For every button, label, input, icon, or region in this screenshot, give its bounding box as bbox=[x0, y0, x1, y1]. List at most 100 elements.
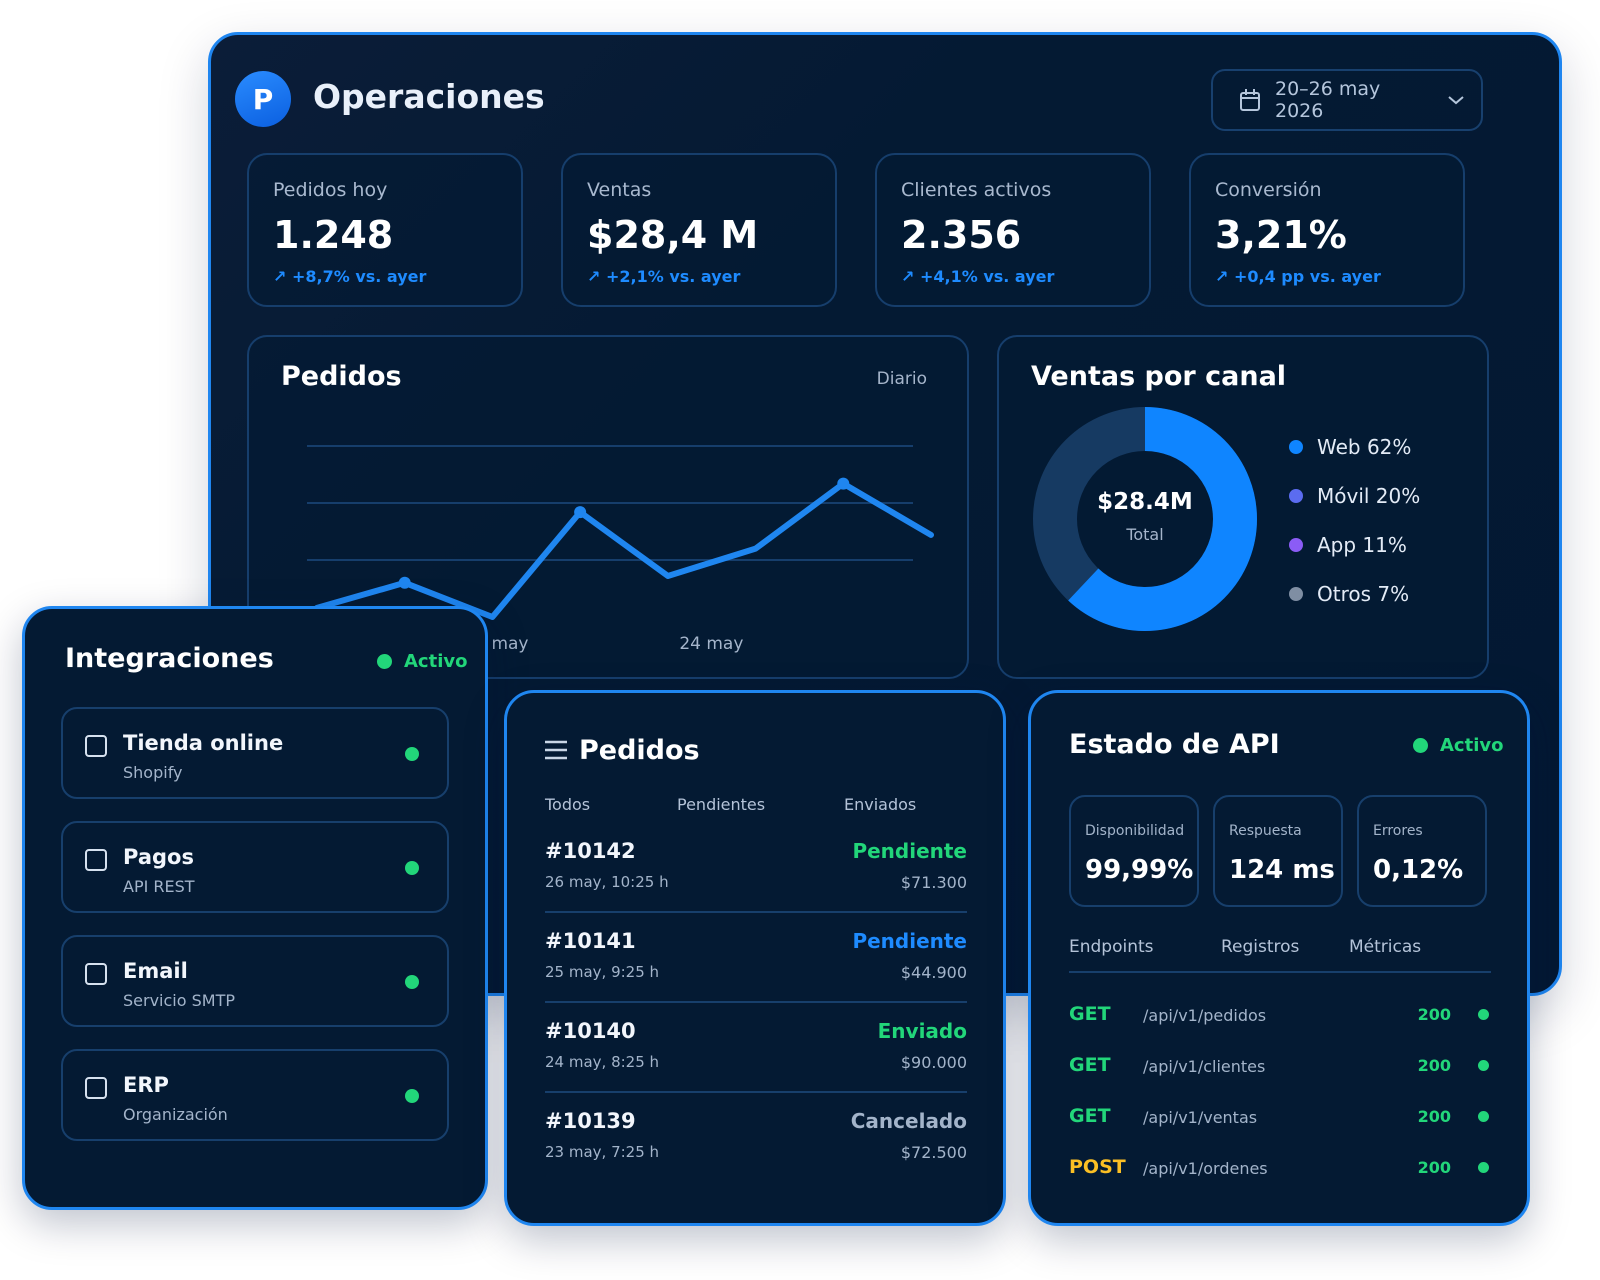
integration-item-email[interactable]: Email Servicio SMTP bbox=[61, 935, 449, 1027]
order-status: Pendiente bbox=[852, 929, 967, 953]
status-dot bbox=[405, 861, 419, 875]
donut-center-label: Total bbox=[1126, 525, 1164, 544]
api-kpi-value: 0,12% bbox=[1373, 855, 1464, 885]
status-dot bbox=[1478, 1009, 1489, 1020]
api-kpi-label: Disponibilidad bbox=[1085, 823, 1185, 839]
integration-checkbox[interactable] bbox=[85, 735, 107, 757]
status-label: Activo bbox=[404, 651, 468, 672]
kpi-card-conversion[interactable]: Conversión 3,21% ↗ +0,4 pp vs. ayer bbox=[1189, 153, 1465, 307]
http-method: GET bbox=[1069, 1054, 1111, 1076]
kpi-card-orders[interactable]: Pedidos hoy 1.248 ↗ +8,7% vs. ayer bbox=[247, 153, 523, 307]
api-kpi-response: Respuesta 124 ms bbox=[1213, 795, 1343, 907]
legend-dot bbox=[1289, 587, 1303, 601]
tab-metrics[interactable]: Métricas bbox=[1349, 937, 1422, 957]
tab-all[interactable]: Todos bbox=[545, 795, 591, 814]
series-line bbox=[314, 480, 934, 620]
kpi-delta: ↗ +4,1% vs. ayer bbox=[901, 267, 1055, 286]
kpi-label: Conversión bbox=[1215, 179, 1322, 201]
order-row[interactable]: #10141 25 may, 9:25 h Pendiente $44.900 bbox=[545, 929, 967, 1019]
legend-label: Web 62% bbox=[1317, 435, 1412, 459]
kpi-value: 1.248 bbox=[273, 213, 394, 257]
order-id: #10139 bbox=[545, 1109, 636, 1133]
order-date: 25 may, 9:25 h bbox=[545, 963, 660, 981]
chart-period-selector[interactable]: Diario bbox=[876, 369, 927, 389]
status-dot bbox=[405, 1089, 419, 1103]
tab-shipped[interactable]: Enviados bbox=[844, 795, 917, 814]
tab-logs[interactable]: Registros bbox=[1221, 937, 1300, 957]
status-code: 200 bbox=[1417, 1158, 1451, 1177]
calendar-icon bbox=[1240, 89, 1260, 111]
http-method: GET bbox=[1069, 1003, 1111, 1025]
legend-dot bbox=[1289, 538, 1303, 552]
endpoint-path: /api/v1/ordenes bbox=[1143, 1159, 1268, 1178]
data-point[interactable] bbox=[837, 477, 850, 490]
kpi-label: Pedidos hoy bbox=[273, 179, 388, 201]
x-tick-label: 24 may bbox=[679, 634, 743, 654]
divider bbox=[1069, 971, 1491, 973]
order-row[interactable]: #10142 26 may, 10:25 h Pendiente $71.300 bbox=[545, 839, 967, 929]
integration-checkbox[interactable] bbox=[85, 1077, 107, 1099]
donut-center-value: $28.4M bbox=[1097, 489, 1193, 515]
kpi-value: 3,21% bbox=[1215, 213, 1347, 257]
kpi-card-active-clients[interactable]: Clientes activos 2.356 ↗ +4,1% vs. ayer bbox=[875, 153, 1151, 307]
integration-provider: API REST bbox=[123, 877, 195, 896]
order-status: Pendiente bbox=[852, 839, 967, 863]
status-code: 200 bbox=[1417, 1107, 1451, 1126]
integration-checkbox[interactable] bbox=[85, 963, 107, 985]
order-row[interactable]: #10140 24 may, 8:25 h Enviado $90.000 bbox=[545, 1019, 967, 1109]
api-status-badge: Activo bbox=[1413, 735, 1503, 756]
divider bbox=[545, 911, 967, 913]
orders-list-title: Pedidos bbox=[579, 735, 700, 766]
status-code: 200 bbox=[1417, 1056, 1451, 1075]
status-dot bbox=[1478, 1162, 1489, 1173]
kpi-delta: ↗ +0,4 pp vs. ayer bbox=[1215, 267, 1381, 286]
integration-item-erp[interactable]: ERP Organización bbox=[61, 1049, 449, 1141]
integration-item-payments[interactable]: Pagos API REST bbox=[61, 821, 449, 913]
integration-provider: Organización bbox=[123, 1105, 228, 1124]
order-row[interactable]: #10139 23 may, 7:25 h Cancelado $72.500 bbox=[545, 1109, 967, 1199]
status-dot bbox=[1413, 738, 1428, 753]
tab-endpoints[interactable]: Endpoints bbox=[1069, 937, 1154, 957]
integration-item-store[interactable]: Tienda online Shopify bbox=[61, 707, 449, 799]
kpi-card-sales[interactable]: Ventas $28,4 M ↗ +2,1% vs. ayer bbox=[561, 153, 837, 307]
endpoint-row[interactable]: GET /api/v1/pedidos 200 bbox=[1069, 1003, 1489, 1033]
legend-dot bbox=[1289, 489, 1303, 503]
http-method: GET bbox=[1069, 1105, 1111, 1127]
endpoint-row[interactable]: POST /api/v1/ordenes 200 bbox=[1069, 1156, 1489, 1186]
divider bbox=[545, 1001, 967, 1003]
kpi-label: Ventas bbox=[587, 179, 652, 201]
integration-provider: Servicio SMTP bbox=[123, 991, 235, 1010]
integration-name: Email bbox=[123, 959, 188, 983]
date-range-picker[interactable]: 20–26 may 2026 bbox=[1211, 69, 1483, 131]
app-logo[interactable]: P bbox=[235, 71, 291, 127]
order-id: #10141 bbox=[545, 929, 636, 953]
endpoint-row[interactable]: GET /api/v1/clientes 200 bbox=[1069, 1054, 1489, 1084]
chevron-down-icon bbox=[1448, 96, 1464, 105]
legend-dot bbox=[1289, 440, 1303, 454]
data-point[interactable] bbox=[398, 576, 411, 589]
legend-label: Otros 7% bbox=[1317, 582, 1410, 606]
integration-name: ERP bbox=[123, 1073, 169, 1097]
kpi-value: $28,4 M bbox=[587, 213, 759, 257]
legend-label: Móvil 20% bbox=[1317, 484, 1421, 508]
order-amount: $72.500 bbox=[900, 1143, 967, 1162]
kpi-label: Clientes activos bbox=[901, 179, 1052, 201]
integration-checkbox[interactable] bbox=[85, 849, 107, 871]
endpoint-row[interactable]: GET /api/v1/ventas 200 bbox=[1069, 1105, 1489, 1135]
kpi-delta: ↗ +2,1% vs. ayer bbox=[587, 267, 741, 286]
order-status: Enviado bbox=[877, 1019, 967, 1043]
endpoint-path: /api/v1/ventas bbox=[1143, 1108, 1258, 1127]
endpoint-path: /api/v1/clientes bbox=[1143, 1057, 1266, 1076]
divider bbox=[545, 1091, 967, 1093]
order-status: Cancelado bbox=[850, 1109, 967, 1133]
menu-icon[interactable] bbox=[543, 739, 569, 761]
status-dot bbox=[1478, 1111, 1489, 1122]
legend-label: App 11% bbox=[1317, 533, 1407, 557]
api-kpi-label: Respuesta bbox=[1229, 823, 1302, 839]
integrations-panel: Integraciones Activo Tienda online Shopi… bbox=[22, 606, 488, 1210]
data-point[interactable] bbox=[574, 506, 587, 519]
tab-pending[interactable]: Pendientes bbox=[677, 795, 766, 814]
donut-slice-web[interactable] bbox=[1033, 407, 1257, 631]
endpoint-path: /api/v1/pedidos bbox=[1143, 1006, 1267, 1025]
api-kpi-availability: Disponibilidad 99,99% bbox=[1069, 795, 1199, 907]
